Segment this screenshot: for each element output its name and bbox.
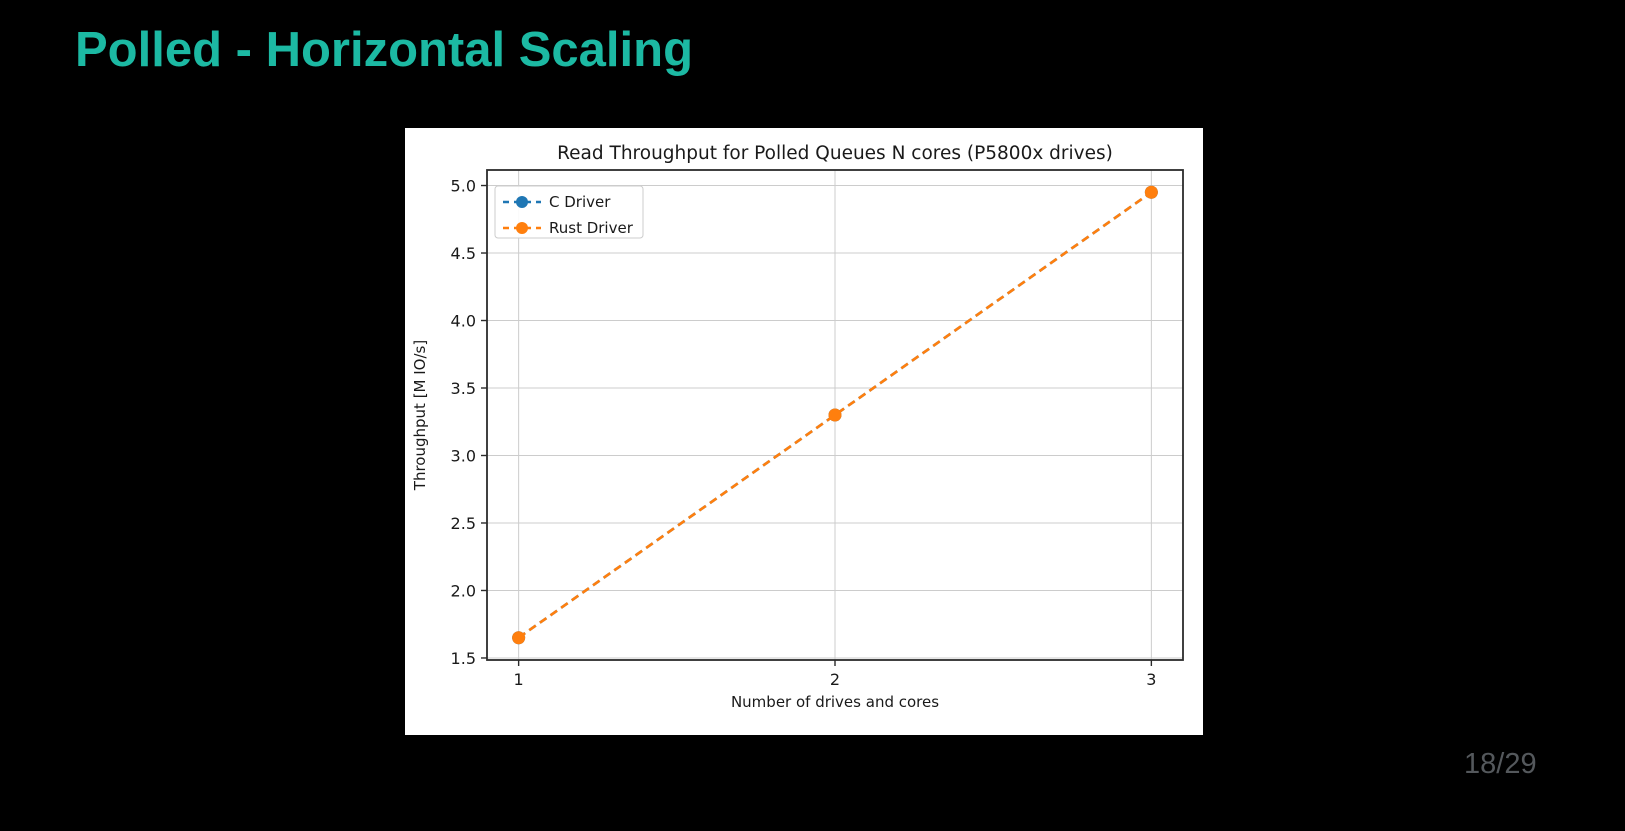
series-line xyxy=(517,191,1153,639)
legend: C Driver Rust Driver xyxy=(494,185,644,239)
x-axis: 1 2 3 xyxy=(514,660,1156,689)
y-tick-label: 3.0 xyxy=(451,446,476,465)
data-point xyxy=(828,408,842,422)
x-tick-label: 3 xyxy=(1146,670,1156,689)
y-tick-label: 2.5 xyxy=(451,514,476,533)
x-tick-label: 1 xyxy=(514,670,524,689)
data-point xyxy=(1144,185,1158,199)
legend-label: C Driver xyxy=(549,193,611,211)
data-point xyxy=(512,631,526,645)
y-tick-label: 1.5 xyxy=(451,649,476,668)
legend-entry: Rust Driver xyxy=(503,219,634,237)
legend-marker xyxy=(516,196,528,208)
y-tick-label: 2.0 xyxy=(451,581,476,600)
series-rust-driver xyxy=(512,185,1158,645)
x-axis-label: Number of drives and cores xyxy=(731,693,939,711)
throughput-chart: 1 2 3 1.5 2.0 2.5 3.0 3.5 4.0 4.5 5.0 C Driver Rust … xyxy=(411,143,1184,711)
y-axis-label: Throughput [M IO/s] xyxy=(411,340,429,491)
legend-box xyxy=(494,185,644,239)
chart-panel: 1 2 3 1.5 2.0 2.5 3.0 3.5 4.0 4.5 5.0 C Driver Rust … xyxy=(405,128,1203,735)
legend-marker xyxy=(516,222,528,234)
y-tick-label: 3.5 xyxy=(451,379,476,398)
slide-title: Polled - Horizontal Scaling xyxy=(75,23,694,77)
legend-entry: C Driver xyxy=(503,193,611,211)
page-number: 18/29 xyxy=(1464,748,1537,780)
legend-label: Rust Driver xyxy=(549,219,634,237)
x-tick-label: 2 xyxy=(830,670,840,689)
y-tick-label: 4.0 xyxy=(451,312,476,331)
y-tick-label: 5.0 xyxy=(451,177,476,196)
chart-title: Read Throughput for Polled Queues N core… xyxy=(557,143,1113,164)
y-axis: 1.5 2.0 2.5 3.0 3.5 4.0 4.5 5.0 xyxy=(451,177,487,668)
y-tick-label: 4.5 xyxy=(451,244,476,263)
